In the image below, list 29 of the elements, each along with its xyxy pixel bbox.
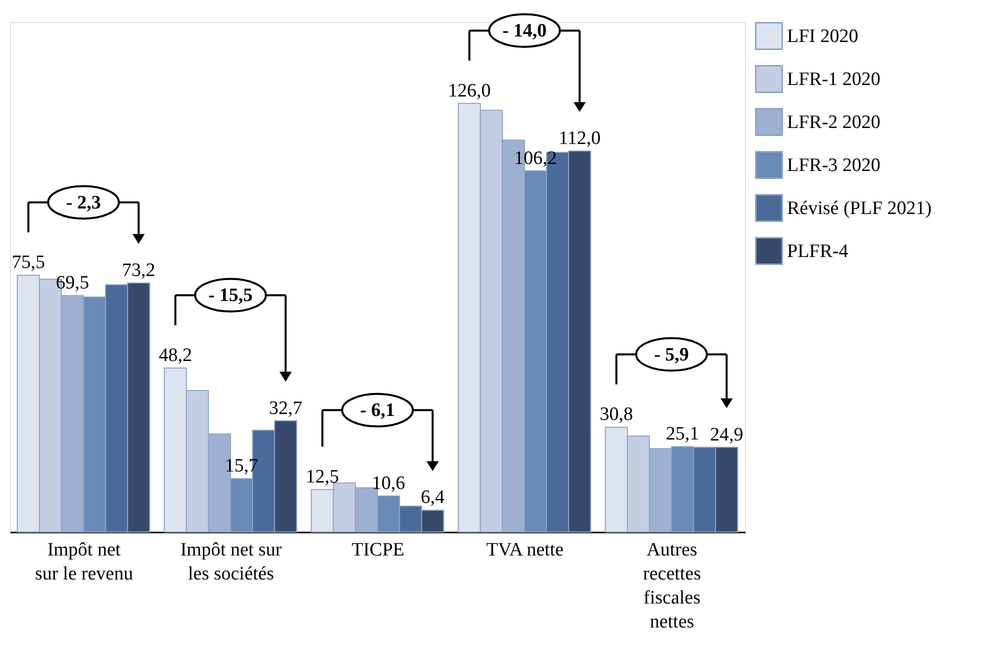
- legend-label: LFR-3 2020: [787, 155, 880, 176]
- legend-label: PLFR-4: [787, 241, 849, 262]
- data-label: 112,0: [558, 128, 601, 150]
- x-tick-label: Autres recettes fiscales nettes: [642, 540, 702, 632]
- legend-label: LFR-2 2020: [787, 112, 880, 133]
- x-tick-label: TICPE: [352, 540, 404, 560]
- x-tick-label: Impôt net sur le revenu: [34, 540, 134, 584]
- annotation: - 6,1: [360, 400, 395, 422]
- annotation: - 5,9: [654, 344, 689, 366]
- data-label: 32,7: [269, 398, 302, 419]
- x-tick-label: TVA nette: [486, 540, 564, 560]
- data-label: 126,0: [448, 80, 491, 102]
- data-label: 24,9: [710, 424, 744, 446]
- data-label: 75,5: [12, 252, 45, 274]
- legend-label: Révisé (PLF 2021): [787, 198, 932, 219]
- text: - 14,0: [502, 20, 547, 42]
- data-label: 73,2: [122, 260, 156, 282]
- data-label: 25,1: [666, 424, 700, 445]
- annotation: - 2,3: [66, 192, 101, 214]
- annotation: - 15,5: [208, 285, 253, 306]
- legend-label: LFI 2020: [787, 26, 858, 47]
- data-label: 12,5: [306, 466, 339, 488]
- data-label: 48,2: [158, 345, 192, 366]
- data-label: 30,8: [600, 404, 633, 426]
- data-label: 6,4: [420, 487, 445, 508]
- data-label: 69,5: [56, 272, 90, 294]
- x-tick-label: Impôt net sur les sociétés: [180, 540, 282, 584]
- data-label: 10,6: [372, 472, 406, 494]
- legend-label: LFR-1 2020: [787, 69, 880, 90]
